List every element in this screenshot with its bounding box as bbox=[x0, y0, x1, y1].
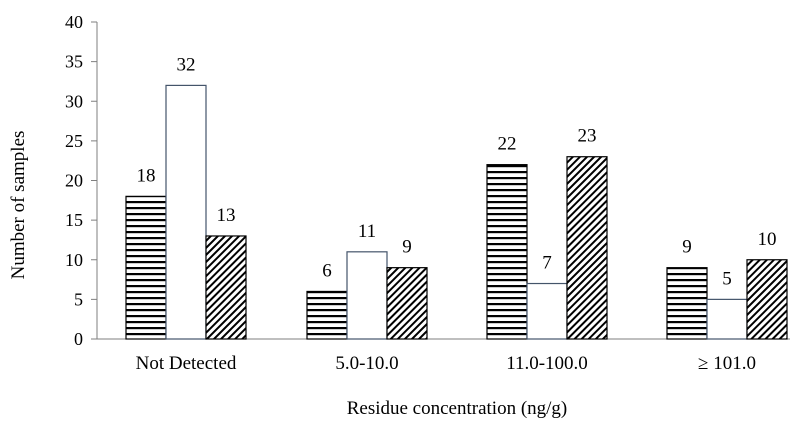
x-tick-label: 5.0-10.0 bbox=[335, 353, 398, 374]
data-labels: 18 32 13 6 11 9 22 7 23 9 5 10 bbox=[137, 54, 777, 289]
bar bbox=[125, 195, 167, 340]
y-tick-label: 35 bbox=[65, 52, 83, 72]
bar bbox=[566, 156, 608, 340]
data-label: 10 bbox=[758, 229, 777, 250]
x-tick-label: Not Detected bbox=[136, 353, 237, 374]
bar bbox=[306, 290, 348, 340]
data-label: 32 bbox=[177, 54, 196, 75]
bar bbox=[205, 235, 247, 340]
y-tick-label: 25 bbox=[65, 131, 83, 151]
y-tick-label: 30 bbox=[65, 91, 83, 111]
data-label: 13 bbox=[217, 205, 236, 226]
data-label: 22 bbox=[498, 134, 517, 155]
data-label: 5 bbox=[722, 268, 732, 289]
y-tick-label: 10 bbox=[65, 250, 83, 270]
y-tick-label: 20 bbox=[65, 171, 83, 191]
bar bbox=[746, 259, 788, 340]
x-tick-label: ≥ 101.0 bbox=[698, 353, 756, 374]
data-label: 9 bbox=[682, 237, 692, 258]
bar bbox=[486, 164, 528, 340]
bar bbox=[706, 298, 748, 340]
data-label: 7 bbox=[542, 253, 552, 274]
y-axis: 0 5 10 15 20 25 30 35 40 bbox=[65, 12, 98, 349]
data-label: 18 bbox=[137, 165, 156, 186]
x-axis: Not Detected 5.0-10.0 11.0-100.0 ≥ 101.0 bbox=[97, 338, 790, 374]
bar bbox=[666, 267, 708, 340]
y-tick-label: 40 bbox=[65, 12, 83, 32]
y-tick-label: 15 bbox=[65, 210, 83, 230]
x-tick-label: 11.0-100.0 bbox=[506, 353, 588, 374]
y-tick-label: 0 bbox=[74, 329, 83, 349]
data-label: 9 bbox=[402, 237, 412, 258]
data-label: 11 bbox=[358, 221, 376, 242]
y-axis-title: Number of samples bbox=[8, 131, 29, 280]
bar bbox=[165, 84, 207, 340]
bars bbox=[125, 84, 788, 340]
y-tick-label: 5 bbox=[74, 289, 83, 309]
data-label: 23 bbox=[578, 126, 597, 147]
bar bbox=[526, 282, 568, 340]
x-axis-title: Residue concentration (ng/g) bbox=[347, 398, 568, 419]
data-label: 6 bbox=[322, 260, 332, 281]
bar bbox=[346, 251, 388, 340]
bar bbox=[386, 267, 428, 340]
